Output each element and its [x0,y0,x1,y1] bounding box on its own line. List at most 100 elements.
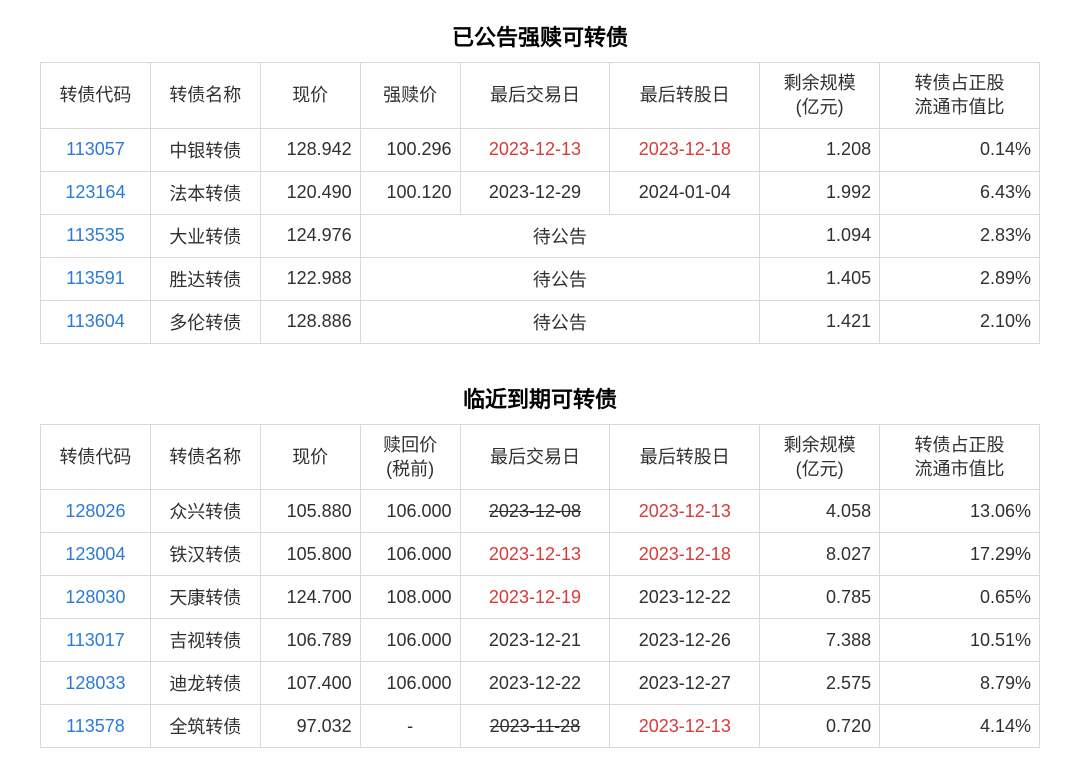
price-cell: 128.886 [260,300,360,343]
table-row: 113578全筑转债97.032-2023-11-282023-12-130.7… [41,705,1040,748]
bond-code-cell[interactable]: 113017 [41,619,151,662]
table-row: 113535大业转债124.976待公告1.0942.83% [41,214,1040,257]
bond-code-cell[interactable]: 113535 [41,214,151,257]
scale-cell: 4.058 [760,490,880,533]
price-cell: 106.789 [260,619,360,662]
table-row: 123004铁汉转债105.800106.0002023-12-132023-1… [41,533,1040,576]
bond-name-cell: 铁汉转债 [150,533,260,576]
ratio-cell: 2.10% [880,300,1040,343]
bond-code-cell[interactable]: 128033 [41,662,151,705]
price-cell: 120.490 [260,171,360,214]
bond-name-cell: 迪龙转债 [150,662,260,705]
ratio-cell: 8.79% [880,662,1040,705]
col-header: 现价 [260,63,360,129]
price-cell: 97.032 [260,705,360,748]
bond-code-cell[interactable]: 128030 [41,576,151,619]
scale-cell: 1.208 [760,128,880,171]
last-trade-date-cell: 2023-11-28 [460,705,610,748]
table-row: 113591胜达转债122.988待公告1.4052.89% [41,257,1040,300]
col-header: 转债占正股流通市值比 [880,63,1040,129]
scale-cell: 1.405 [760,257,880,300]
table1-title: 已公告强赎可转债 [40,20,1040,52]
ratio-cell: 2.83% [880,214,1040,257]
pending-announcement-cell: 待公告 [360,214,760,257]
ratio-cell: 6.43% [880,171,1040,214]
ratio-cell: 10.51% [880,619,1040,662]
scale-cell: 0.720 [760,705,880,748]
scale-cell: 0.785 [760,576,880,619]
redeem-price-cell: 100.120 [360,171,460,214]
table-row: 113057中银转债128.942100.2962023-12-132023-1… [41,128,1040,171]
last-trade-date-cell: 2023-12-13 [460,533,610,576]
table-row: 123164法本转债120.490100.1202023-12-292024-0… [41,171,1040,214]
col-header: 剩余规模(亿元) [760,424,880,490]
pending-announcement-cell: 待公告 [360,300,760,343]
redeem-price-cell: 108.000 [360,576,460,619]
last-trade-date-cell: 2023-12-08 [460,490,610,533]
price-cell: 124.700 [260,576,360,619]
col-header: 现价 [260,424,360,490]
col-header: 转债名称 [150,424,260,490]
price-cell: 105.880 [260,490,360,533]
scale-cell: 7.388 [760,619,880,662]
redeem-price-cell: 100.296 [360,128,460,171]
bond-code-cell[interactable]: 113578 [41,705,151,748]
table-row: 128030天康转债124.700108.0002023-12-192023-1… [41,576,1040,619]
ratio-cell: 2.89% [880,257,1040,300]
table2-title: 临近到期可转债 [40,382,1040,414]
last-convert-date-cell: 2023-12-18 [610,128,760,171]
col-header: 赎回价(税前) [360,424,460,490]
price-cell: 122.988 [260,257,360,300]
announced-redemption-table: 转债代码转债名称现价强赎价最后交易日最后转股日剩余规模(亿元)转债占正股流通市值… [40,62,1040,344]
bond-code-cell[interactable]: 123004 [41,533,151,576]
last-convert-date-cell: 2023-12-22 [610,576,760,619]
col-header: 转债代码 [41,424,151,490]
ratio-cell: 4.14% [880,705,1040,748]
bond-name-cell: 全筑转债 [150,705,260,748]
bond-code-cell[interactable]: 128026 [41,490,151,533]
price-cell: 128.942 [260,128,360,171]
ratio-cell: 17.29% [880,533,1040,576]
bond-code-cell[interactable]: 123164 [41,171,151,214]
col-header: 剩余规模(亿元) [760,63,880,129]
col-header: 转债代码 [41,63,151,129]
near-maturity-table: 转债代码转债名称现价赎回价(税前)最后交易日最后转股日剩余规模(亿元)转债占正股… [40,424,1040,749]
redeem-price-cell: 106.000 [360,533,460,576]
table2-header-row: 转债代码转债名称现价赎回价(税前)最后交易日最后转股日剩余规模(亿元)转债占正股… [41,424,1040,490]
bond-name-cell: 吉视转债 [150,619,260,662]
pending-announcement-cell: 待公告 [360,257,760,300]
last-convert-date-cell: 2023-12-26 [610,619,760,662]
bond-name-cell: 中银转债 [150,128,260,171]
bond-name-cell: 大业转债 [150,214,260,257]
last-trade-date-cell: 2023-12-22 [460,662,610,705]
bond-name-cell: 天康转债 [150,576,260,619]
last-convert-date-cell: 2023-12-18 [610,533,760,576]
redeem-price-cell: 106.000 [360,662,460,705]
bond-code-cell[interactable]: 113604 [41,300,151,343]
price-cell: 105.800 [260,533,360,576]
last-convert-date-cell: 2023-12-13 [610,490,760,533]
table1-header-row: 转债代码转债名称现价强赎价最后交易日最后转股日剩余规模(亿元)转债占正股流通市值… [41,63,1040,129]
col-header: 转债名称 [150,63,260,129]
col-header: 最后交易日 [460,63,610,129]
last-convert-date-cell: 2023-12-13 [610,705,760,748]
last-trade-date-cell: 2023-12-13 [460,128,610,171]
col-header: 转债占正股流通市值比 [880,424,1040,490]
col-header: 最后交易日 [460,424,610,490]
bond-name-cell: 法本转债 [150,171,260,214]
bond-name-cell: 众兴转债 [150,490,260,533]
col-header: 强赎价 [360,63,460,129]
redeem-price-cell: 106.000 [360,490,460,533]
scale-cell: 1.421 [760,300,880,343]
price-cell: 124.976 [260,214,360,257]
scale-cell: 1.094 [760,214,880,257]
table-row: 128026众兴转债105.880106.0002023-12-082023-1… [41,490,1040,533]
bond-code-cell[interactable]: 113591 [41,257,151,300]
bond-code-cell[interactable]: 113057 [41,128,151,171]
ratio-cell: 0.14% [880,128,1040,171]
price-cell: 107.400 [260,662,360,705]
scale-cell: 1.992 [760,171,880,214]
bond-name-cell: 胜达转债 [150,257,260,300]
col-header: 最后转股日 [610,63,760,129]
col-header: 最后转股日 [610,424,760,490]
